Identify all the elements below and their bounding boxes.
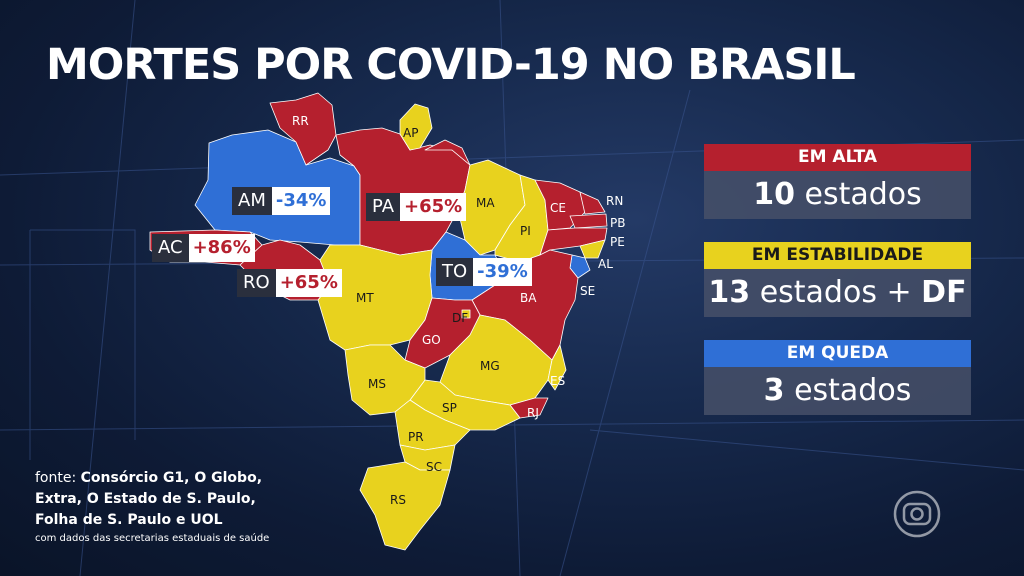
- state-df: [461, 309, 471, 319]
- legend-estab-body: 13 estados + DF: [704, 269, 971, 317]
- page-title: MORTES POR COVID-19 NO BRASIL: [46, 40, 856, 90]
- callout-ac-code: AC: [152, 234, 189, 262]
- source-line1: Consórcio G1, O Globo,: [80, 470, 263, 486]
- label-sc: SC: [426, 460, 442, 474]
- label-ap: AP: [403, 126, 418, 140]
- label-ms: MS: [368, 377, 386, 391]
- label-sp: SP: [442, 401, 457, 415]
- legend-alta: EM ALTA 10 estados: [704, 144, 971, 219]
- callout-to-value: -39%: [473, 258, 532, 286]
- state-es: [547, 344, 567, 391]
- state-al: [579, 239, 606, 259]
- label-ma: MA: [476, 196, 495, 210]
- source-lead: fonte:: [35, 470, 81, 486]
- globo-logo-icon: [893, 490, 941, 538]
- legend-alta-unit: estados: [794, 177, 922, 212]
- callout-pa-code: PA: [366, 193, 401, 221]
- state-pb: [569, 213, 608, 229]
- callout-ro-code: RO: [237, 269, 276, 297]
- label-pi: PI: [520, 224, 531, 238]
- label-go: GO: [422, 333, 441, 347]
- legend-queda-count: 3: [763, 373, 785, 408]
- state-ms: [344, 344, 426, 416]
- label-mg: MG: [480, 359, 500, 373]
- source-line4: com dados das secretarias estaduais de s…: [35, 533, 270, 544]
- label-rs: RS: [390, 493, 406, 507]
- callout-am-value: -34%: [271, 187, 331, 215]
- source-line2: Extra, O Estado de S. Paulo,: [35, 491, 256, 507]
- legend-estab-count: 13: [708, 275, 751, 310]
- callout-ro-value: +65%: [275, 269, 342, 297]
- label-rj: RJ: [527, 406, 539, 420]
- label-ce: CE: [550, 201, 566, 215]
- label-al: AL: [598, 257, 613, 271]
- label-rn: RN: [606, 194, 623, 208]
- label-ba: BA: [520, 291, 537, 305]
- legend-estab-header: EM ESTABILIDADE: [704, 242, 971, 269]
- callout-am: AM -34%: [232, 187, 331, 215]
- legend-estabilidade: EM ESTABILIDADE 13 estados + DF: [704, 242, 971, 317]
- legend-queda: EM QUEDA 3 estados: [704, 340, 971, 415]
- state-rn: [579, 191, 606, 215]
- legend-alta-count: 10: [753, 177, 795, 212]
- state-rr: [269, 92, 337, 166]
- callout-to-code: TO: [436, 258, 474, 286]
- legend-alta-body: 10 estados: [704, 171, 971, 219]
- legend-alta-header: EM ALTA: [704, 144, 971, 171]
- source-credit: fonte: Consórcio G1, O Globo, Extra, O E…: [35, 468, 269, 547]
- legend-queda-body: 3 estados: [704, 367, 971, 415]
- legend-queda-unit: estados: [784, 373, 912, 408]
- legend-estab-extra: DF: [921, 275, 967, 310]
- label-es: ES: [550, 374, 565, 388]
- state-pa-coast: [424, 139, 471, 166]
- callout-ac-value: +86%: [188, 234, 255, 262]
- label-se: SE: [580, 284, 595, 298]
- label-mt: MT: [356, 291, 374, 305]
- callout-am-code: AM: [232, 187, 272, 215]
- label-rr: RR: [292, 114, 309, 128]
- legend-estab-unit: estados +: [750, 275, 922, 310]
- callout-pa-value: +65%: [400, 193, 467, 221]
- callout-ac: AC +86%: [152, 234, 255, 262]
- legend-queda-header: EM QUEDA: [704, 340, 971, 367]
- label-pe: PE: [610, 235, 625, 249]
- state-ap: [399, 103, 433, 151]
- callout-to: TO -39%: [436, 258, 532, 286]
- callout-ro: RO +65%: [237, 269, 342, 297]
- label-pb: PB: [610, 216, 625, 230]
- state-rs: [359, 461, 451, 551]
- label-df: DF: [452, 311, 468, 325]
- callout-pa: PA +65%: [366, 193, 467, 221]
- label-pr: PR: [408, 430, 424, 444]
- source-line3: Folha de S. Paulo e UOL: [35, 512, 223, 528]
